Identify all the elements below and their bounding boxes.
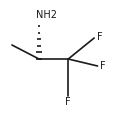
- Text: NH2: NH2: [36, 10, 57, 20]
- Text: F: F: [99, 61, 105, 71]
- Text: F: F: [65, 97, 70, 107]
- Text: F: F: [96, 32, 102, 42]
